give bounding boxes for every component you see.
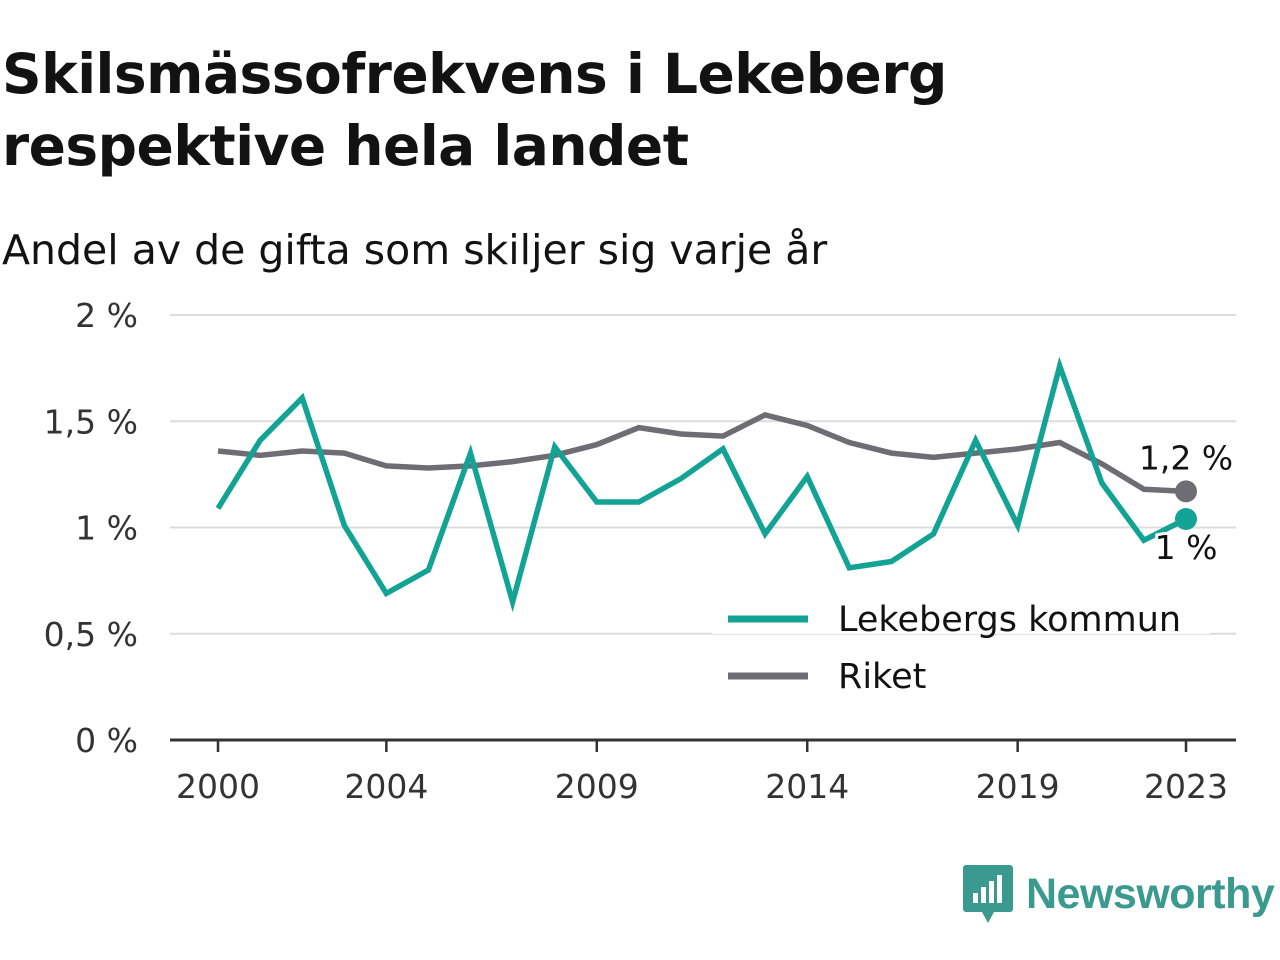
y-tick-label: 0,5 % [44, 615, 138, 654]
chart-title: Skilsmässofrekvens i Lekeberg respektive… [2, 42, 947, 178]
legend-label: Lekebergs kommun [838, 600, 1181, 640]
newsworthy-logo: Newsworthy [962, 862, 1275, 926]
x-tick-label: 2004 [344, 767, 428, 806]
end-label: 1 % [1155, 528, 1218, 567]
end-point-marker [1175, 480, 1197, 503]
series-lines [215, 356, 1197, 613]
end-label: 1,2 % [1139, 438, 1233, 477]
brand-name: Newsworthy [1026, 869, 1275, 918]
y-tick-label: 2 % [75, 296, 138, 335]
newsworthy-icon [963, 865, 1013, 923]
axes: 0 % 0,5 % 1 % 1,5 % 2 % 2000 2004 2009 2014 2019 2… [44, 296, 1236, 806]
chart-subtitle: Andel av de gifta som skiljer sig varje … [2, 226, 828, 274]
y-tick-label: 0 % [75, 721, 138, 760]
legend: Lekebergs kommun Riket [712, 598, 1210, 697]
x-tick-label: 2000 [176, 767, 260, 806]
x-tick-label: 2019 [976, 767, 1060, 806]
series-line [215, 356, 1188, 613]
y-tick-label: 1,5 % [44, 402, 138, 441]
series-line [217, 411, 1187, 495]
y-tick-label: 1 % [75, 509, 138, 548]
end-point-marker [1175, 508, 1197, 530]
x-tick-label: 2014 [765, 767, 849, 806]
legend-label: Riket [838, 657, 926, 697]
end-labels: 1,2 % 1 % [1136, 435, 1236, 570]
x-tick-label: 2009 [555, 767, 639, 806]
x-tick-label: 2023 [1144, 767, 1228, 806]
